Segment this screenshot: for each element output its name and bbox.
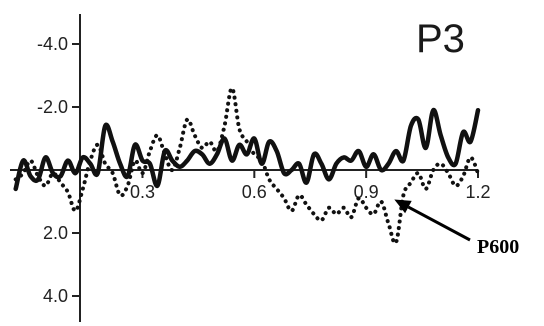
annotation-arrow-line bbox=[407, 205, 471, 242]
p600-annotation: P600 bbox=[394, 199, 519, 258]
annotation-arrow-head bbox=[394, 199, 412, 214]
x-tick-label: 0.6 bbox=[242, 182, 267, 202]
x-tick-label: 0.3 bbox=[130, 182, 155, 202]
y-tick-label: 2.0 bbox=[43, 223, 68, 243]
solid-series-line bbox=[13, 107, 481, 192]
x-tick-label: 0.9 bbox=[354, 182, 379, 202]
annotation-label: P600 bbox=[477, 236, 519, 258]
dotted-series-line bbox=[13, 86, 480, 246]
y-tick-label: 4.0 bbox=[43, 286, 68, 306]
series-layer bbox=[13, 86, 481, 246]
chart-title: P3 bbox=[416, 17, 465, 61]
x-tick-label: 1.2 bbox=[465, 182, 490, 202]
y-tick-label: -2.0 bbox=[37, 97, 68, 117]
y-tick-label: -4.0 bbox=[37, 34, 68, 54]
